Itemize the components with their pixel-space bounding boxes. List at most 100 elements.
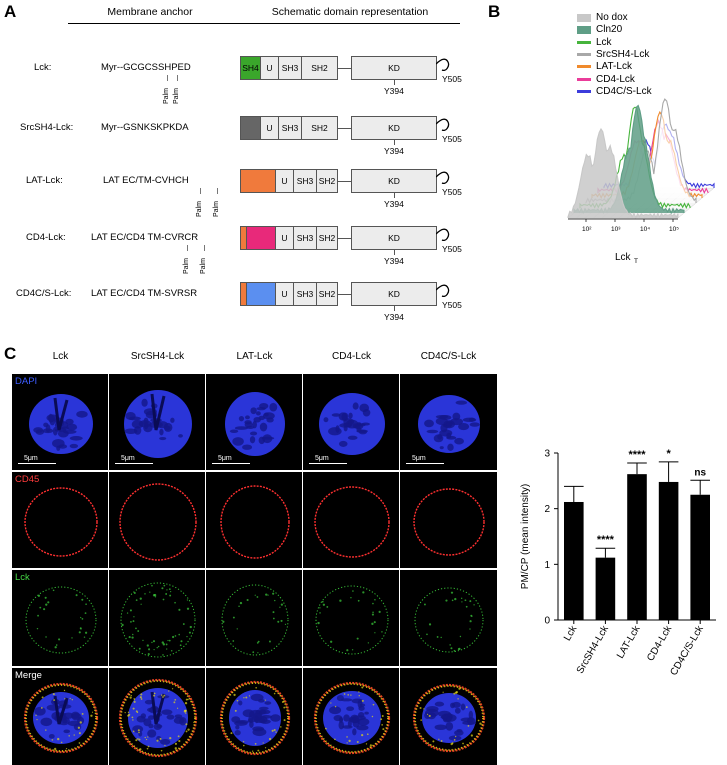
x-tick-label: 10⁴ (640, 226, 650, 233)
lck-speckle (63, 689, 66, 692)
lck-speckle (374, 598, 376, 601)
membrane-ring (24, 487, 98, 557)
lck-speckle (346, 649, 349, 652)
lck-speckle (128, 713, 131, 716)
unique-domain: U (275, 282, 294, 306)
lck-speckle (36, 718, 38, 721)
lck-speckle (176, 707, 179, 709)
chromatin-spot (424, 419, 434, 428)
legend-item: Lck (577, 37, 612, 48)
chromatin-spot (259, 706, 269, 710)
lck-speckle (91, 711, 94, 713)
lck-speckle (130, 621, 132, 623)
lck-speckle (52, 693, 55, 696)
lck-speckle (154, 596, 157, 598)
chromatin-spot (179, 716, 187, 726)
lck-speckle (57, 737, 60, 741)
micrograph-tile: Lck (12, 570, 109, 667)
micrograph-tile (109, 570, 206, 667)
legend-swatch (577, 65, 591, 69)
lck-speckle (371, 622, 374, 625)
unique-domain: U (260, 116, 279, 140)
chromatin-spot (235, 720, 249, 724)
chromatin-spot (356, 429, 368, 433)
lck-speckle (268, 737, 272, 741)
micrograph-tile (303, 570, 400, 667)
schematic-header: Schematic domain representation (271, 6, 429, 18)
lck-speckle (186, 599, 189, 601)
lck-speckle (426, 713, 429, 715)
lck-speckle (135, 599, 138, 601)
legend-swatch (577, 25, 591, 34)
y394-tick (394, 250, 395, 255)
lck-speckle (372, 611, 374, 614)
lck-speckle (142, 639, 144, 642)
chromatin-spot (147, 729, 157, 738)
chromatin-spot (42, 428, 54, 434)
lck-speckle (139, 696, 142, 699)
tail-curve (436, 58, 450, 72)
lck-speckle (283, 706, 286, 709)
lck-speckle (180, 640, 183, 643)
chromatin-spot (347, 435, 358, 440)
lck-speckle (160, 749, 163, 752)
chromatin-spot (249, 436, 256, 444)
chromatin-spot (56, 445, 61, 451)
lck-speckle (325, 727, 327, 730)
lck-speckle (126, 612, 129, 614)
y-tick-label: 2 (544, 504, 550, 515)
nuclear-cleft (150, 393, 166, 431)
lck-speckle (185, 712, 187, 714)
lck-speckle (171, 688, 174, 690)
lck-speckle (460, 597, 463, 599)
lck-speckle (138, 731, 140, 734)
lck-speckle (450, 647, 453, 650)
sh3-domain: SH3 (293, 169, 317, 193)
chromatin-spot (352, 402, 359, 410)
lck-speckle (151, 641, 153, 644)
lck-speckle (251, 750, 254, 752)
chromatin-spot (144, 699, 154, 705)
lck-speckle (455, 690, 459, 694)
lck-speckle (465, 605, 468, 608)
chromatin-spot (264, 701, 272, 705)
lck-speckle (440, 636, 442, 639)
chromatin-spot (138, 420, 152, 428)
lck-speckle (350, 597, 352, 599)
micrograph-image (414, 587, 484, 653)
chromatin-spot (170, 417, 175, 423)
chromatin-spot (159, 428, 164, 436)
lck-ring (221, 584, 289, 656)
lck-speckle (459, 635, 462, 638)
chromatin-spot (434, 724, 447, 731)
palm-label: Palm (163, 88, 170, 104)
lck-speckle (256, 596, 259, 598)
lck-speckle (436, 636, 439, 638)
y394-tick (394, 140, 395, 145)
chromatin-spot (364, 711, 369, 715)
lck-speckle (257, 640, 260, 643)
lck-speckle (453, 649, 456, 652)
chromatin-spot (362, 409, 371, 417)
schematic-header-rule (222, 23, 460, 24)
lck-speckle (450, 591, 454, 594)
lck-speckle (281, 700, 284, 704)
chromatin-spot (270, 714, 281, 722)
lck-speckle (166, 648, 168, 650)
chromatin-spot (358, 705, 365, 711)
lck-speckle (90, 714, 93, 717)
lck-speckle (356, 637, 359, 640)
kinase-domain: KD (351, 282, 437, 306)
chromatin-spot (262, 412, 275, 420)
lck-speckle (257, 652, 259, 654)
sh2-kd-linker (338, 181, 352, 182)
lck-speckle (273, 692, 276, 695)
lck-speckle (54, 747, 57, 751)
lck-speckle (45, 729, 47, 731)
lck-speckle (161, 587, 164, 590)
micrograph-image (225, 392, 285, 456)
lck-speckle (265, 593, 268, 596)
chromatin-spot (63, 729, 71, 734)
n-term-domain (240, 116, 261, 140)
